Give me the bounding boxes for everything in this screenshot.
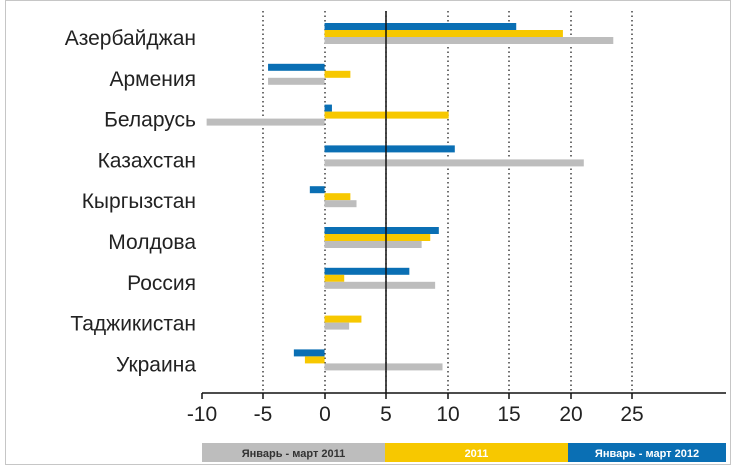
x-tick-label: -10 — [187, 403, 217, 426]
bar — [324, 274, 345, 282]
bar — [324, 267, 410, 275]
bar — [309, 186, 325, 194]
bar — [206, 118, 325, 126]
legend-swatch — [202, 443, 385, 462]
legend-swatch — [568, 443, 726, 462]
bar — [324, 234, 431, 241]
category-label: Казахстан — [98, 149, 196, 172]
bar — [324, 159, 584, 167]
x-tick-label: 10 — [436, 403, 459, 426]
bar — [324, 23, 517, 30]
category-label: Беларусь — [104, 109, 196, 132]
category-labels: Азербайджан Армения Беларусь Казахстан Кыргы… — [65, 27, 197, 376]
bar — [324, 322, 350, 330]
bar — [304, 356, 325, 364]
bar — [268, 77, 325, 85]
category-label: Армения — [109, 68, 196, 91]
bar — [324, 281, 436, 289]
category-label: Кыргызстан — [82, 190, 196, 213]
x-tick-label: 5 — [380, 403, 392, 426]
legend: Январь - март 2011 2011 Январь - март 2012 — [202, 443, 726, 462]
x-tick-label: 15 — [497, 403, 520, 426]
bar — [324, 70, 351, 78]
bar — [324, 104, 332, 112]
bar — [324, 193, 351, 201]
axes — [201, 11, 726, 399]
x-tick-labels: -10 -5 0 5 10 15 20 25 — [187, 403, 644, 426]
bar — [324, 315, 362, 323]
bars — [206, 23, 614, 371]
x-tick-label: 0 — [319, 403, 331, 426]
category-label: Молдова — [108, 231, 196, 254]
category-label: Таджикистан — [70, 313, 196, 336]
x-tick-label: 25 — [620, 403, 643, 426]
bar — [324, 145, 455, 153]
legend-label: Январь - март 2011 — [242, 448, 346, 460]
bar — [324, 241, 422, 248]
legend-label: 2011 — [465, 448, 489, 460]
category-label: Азербайджан — [65, 27, 196, 50]
bar — [324, 37, 614, 44]
bar — [268, 63, 325, 71]
x-tick-label: -5 — [254, 403, 273, 426]
bar — [293, 349, 325, 357]
bar — [324, 30, 563, 37]
bar — [324, 200, 357, 208]
legend-swatch — [385, 443, 568, 462]
bar — [324, 363, 443, 371]
legend-label: Январь - март 2012 — [595, 448, 699, 460]
category-label: Россия — [127, 272, 196, 295]
category-label: Украина — [116, 353, 196, 376]
bar — [324, 227, 439, 234]
x-tick-label: 20 — [559, 403, 582, 426]
